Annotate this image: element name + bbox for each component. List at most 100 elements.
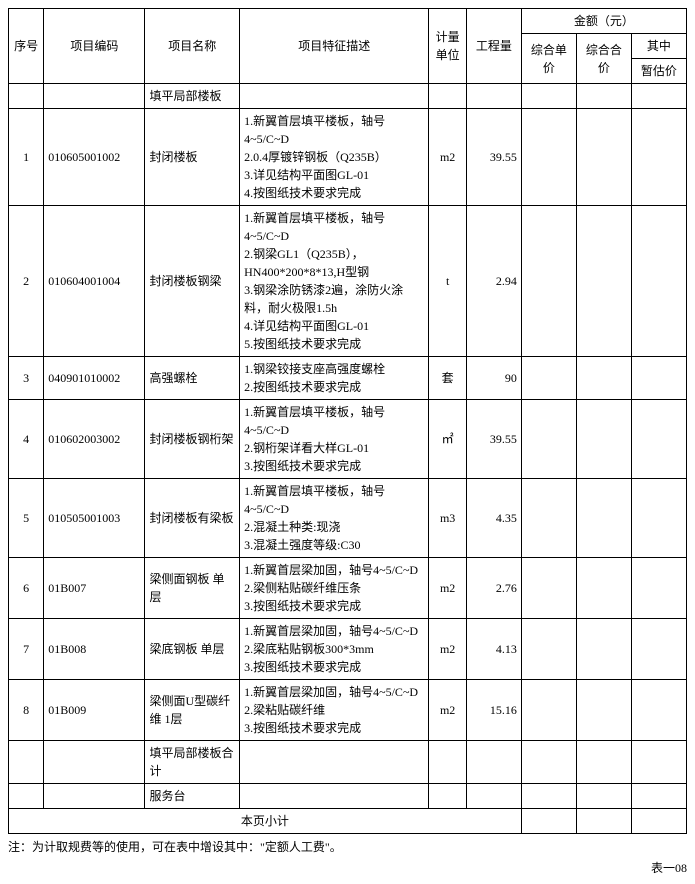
table-cell — [631, 400, 686, 479]
table-cell — [576, 479, 631, 558]
table-cell — [429, 784, 466, 809]
table-cell — [631, 357, 686, 400]
table-cell — [466, 741, 521, 784]
desc-cell: 1.钢梁铰接支座高强度螺栓2.按图纸技术要求完成 — [240, 357, 429, 400]
table-cell: 15.16 — [466, 680, 521, 741]
table-cell — [44, 784, 145, 809]
th-total-price: 综合合价 — [576, 34, 631, 84]
table-cell: 39.55 — [466, 400, 521, 479]
table-cell: 封闭楼板 — [145, 109, 240, 206]
th-unit-price: 综合单价 — [521, 34, 576, 84]
table-cell — [576, 109, 631, 206]
table-row: 5010505001003封闭楼板有梁板1.新翼首层填平楼板，轴号4~5/C~D… — [9, 479, 687, 558]
th-of-which: 其中 — [631, 34, 686, 59]
table-cell: ㎡ — [429, 400, 466, 479]
footnote: 注：为计取规费等的使用，可在表中增设其中："定额人工费"。 — [8, 838, 687, 855]
table-cell — [429, 84, 466, 109]
table-cell — [240, 741, 429, 784]
th-amount-group: 金额（元） — [521, 9, 686, 34]
table-cell — [240, 784, 429, 809]
page-label: 表一08 — [8, 859, 687, 876]
table-cell: m3 — [429, 479, 466, 558]
desc-cell: 1.新翼首层填平楼板，轴号4~5/C~D2.0.4厚镀锌钢板（Q235B）3.详… — [240, 109, 429, 206]
table-cell: 2.94 — [466, 206, 521, 357]
table-cell: 01B009 — [44, 680, 145, 741]
bill-table: 序号 项目编码 项目名称 项目特征描述 计量单位 工程量 金额（元） 综合单价 … — [8, 8, 687, 834]
table-cell: m2 — [429, 109, 466, 206]
table-cell — [521, 84, 576, 109]
table-cell — [631, 206, 686, 357]
table-cell: 39.55 — [466, 109, 521, 206]
table-cell — [576, 558, 631, 619]
table-cell: 010605001002 — [44, 109, 145, 206]
table-cell: 010505001003 — [44, 479, 145, 558]
table-cell — [576, 400, 631, 479]
table-cell: 封闭楼板钢桁架 — [145, 400, 240, 479]
table-row: 4010602003002封闭楼板钢桁架1.新翼首层填平楼板，轴号4~5/C~D… — [9, 400, 687, 479]
table-cell: 2 — [9, 206, 44, 357]
table-cell: 2.76 — [466, 558, 521, 619]
desc-cell: 1.新翼首层填平楼板，轴号4~5/C~D2.混凝土种类:现浇3.混凝土强度等级:… — [240, 479, 429, 558]
table-row: 601B007梁侧面钢板 单层1.新翼首层梁加固，轴号4~5/C~D2.梁侧粘贴… — [9, 558, 687, 619]
table-cell: 封闭楼板有梁板 — [145, 479, 240, 558]
table-cell — [466, 84, 521, 109]
table-cell — [631, 680, 686, 741]
table-cell: 4.13 — [466, 619, 521, 680]
table-cell: 8 — [9, 680, 44, 741]
table-cell — [44, 741, 145, 784]
table-row: 701B008梁底钢板 单层1.新翼首层梁加固，轴号4~5/C~D2.梁底粘贴钢… — [9, 619, 687, 680]
table-cell — [521, 109, 576, 206]
th-name: 项目名称 — [145, 9, 240, 84]
table-cell — [466, 784, 521, 809]
table-cell — [576, 741, 631, 784]
table-cell: 高强螺栓 — [145, 357, 240, 400]
table-cell: 5 — [9, 479, 44, 558]
table-cell: 040901010002 — [44, 357, 145, 400]
section-title-row: 填平局部楼板 — [9, 84, 687, 109]
table-cell — [576, 84, 631, 109]
th-seq: 序号 — [9, 9, 44, 84]
table-cell: 3 — [9, 357, 44, 400]
table-cell: m2 — [429, 558, 466, 619]
page-subtotal-label: 本页小计 — [9, 809, 522, 834]
th-est-price: 暂估价 — [631, 59, 686, 84]
table-cell — [521, 680, 576, 741]
table-cell — [521, 619, 576, 680]
table-cell: 4 — [9, 400, 44, 479]
table-cell: 6 — [9, 558, 44, 619]
desc-cell: 1.新翼首层梁加固，轴号4~5/C~D2.梁侧粘贴碳纤维压条3.按图纸技术要求完… — [240, 558, 429, 619]
table-cell — [521, 809, 576, 834]
subtotal-section-row: 填平局部楼板合计 — [9, 741, 687, 784]
table-cell — [576, 680, 631, 741]
desc-cell: 1.新翼首层填平楼板，轴号4~5/C~D2.钢桁架详看大样GL-013.按图纸技… — [240, 400, 429, 479]
table-cell: 梁侧面钢板 单层 — [145, 558, 240, 619]
table-cell: m2 — [429, 619, 466, 680]
table-cell: 4.35 — [466, 479, 521, 558]
table-body: 填平局部楼板1010605001002封闭楼板1.新翼首层填平楼板，轴号4~5/… — [9, 84, 687, 834]
table-cell — [9, 784, 44, 809]
table-row: 3040901010002高强螺栓1.钢梁铰接支座高强度螺栓2.按图纸技术要求完… — [9, 357, 687, 400]
page-subtotal-row: 本页小计 — [9, 809, 687, 834]
table-cell — [9, 741, 44, 784]
table-row: 2010604001004封闭楼板钢梁1.新翼首层填平楼板，轴号4~5/C~D2… — [9, 206, 687, 357]
table-cell: 1 — [9, 109, 44, 206]
th-qty: 工程量 — [466, 9, 521, 84]
table-cell — [576, 357, 631, 400]
table-cell — [521, 479, 576, 558]
table-cell: 01B008 — [44, 619, 145, 680]
table-cell — [521, 741, 576, 784]
table-cell: 90 — [466, 357, 521, 400]
th-code: 项目编码 — [44, 9, 145, 84]
table-cell: 01B007 — [44, 558, 145, 619]
table-cell — [631, 479, 686, 558]
table-cell: 封闭楼板钢梁 — [145, 206, 240, 357]
table-cell — [521, 400, 576, 479]
table-cell — [44, 84, 145, 109]
table-cell — [576, 206, 631, 357]
table-cell — [631, 619, 686, 680]
table-row: 1010605001002封闭楼板1.新翼首层填平楼板，轴号4~5/C~D2.0… — [9, 109, 687, 206]
th-desc: 项目特征描述 — [240, 9, 429, 84]
table-cell: 服务台 — [145, 784, 240, 809]
table-cell — [631, 784, 686, 809]
desc-cell: 1.新翼首层填平楼板，轴号4~5/C~D2.钢梁GL1（Q235B），HN400… — [240, 206, 429, 357]
